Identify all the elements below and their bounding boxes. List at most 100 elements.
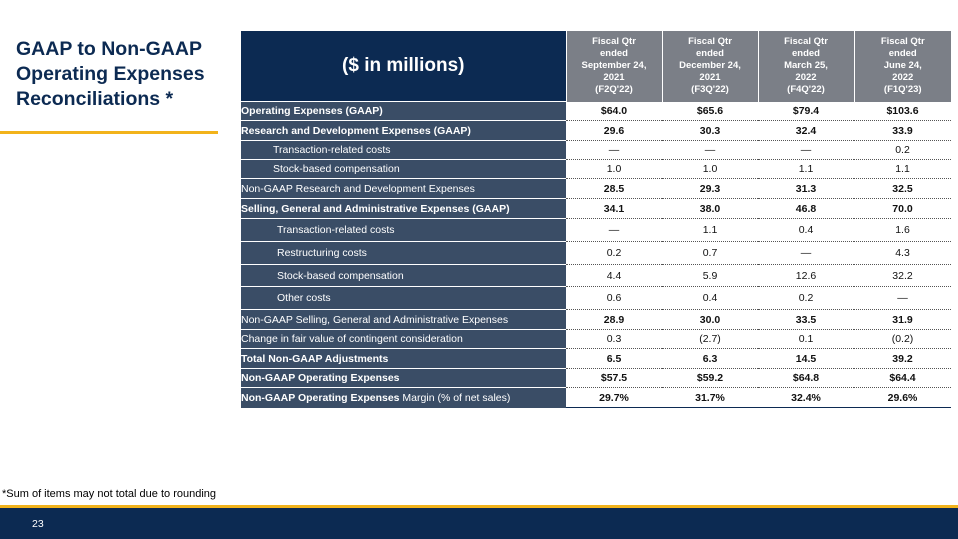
row-label: Stock-based compensation xyxy=(241,264,566,287)
units-label: ($ in millions) xyxy=(241,31,566,102)
cell-value: 33.5 xyxy=(758,309,854,330)
cell-value: 70.0 xyxy=(854,198,951,219)
table-row: Selling, General and Administrative Expe… xyxy=(241,198,951,219)
cell-value: 6.3 xyxy=(662,348,758,369)
cell-value: 1.6 xyxy=(854,218,951,242)
cell-value: 32.4% xyxy=(758,387,854,408)
slide-title: GAAP to Non-GAAP Operating Expenses Reco… xyxy=(16,38,205,110)
cell-value: $103.6 xyxy=(854,101,951,121)
table-row: Other costs 0.6 0.4 0.2 — xyxy=(241,286,951,310)
footer-bar: 23 xyxy=(0,508,958,539)
cell-value: 6.5 xyxy=(566,348,662,369)
cell-value: 28.5 xyxy=(566,178,662,199)
row-label: Non-GAAP Research and Development Expens… xyxy=(241,178,566,199)
table-row: Transaction-related costs — 1.1 0.4 1.6 xyxy=(241,218,951,242)
cell-value: 46.8 xyxy=(758,198,854,219)
cell-value: $57.5 xyxy=(566,368,662,388)
cell-value: 0.4 xyxy=(758,218,854,242)
table-row: Non-GAAP Operating Expenses Margin (% of… xyxy=(241,387,951,408)
row-label: Other costs xyxy=(241,286,566,310)
cell-value: 0.3 xyxy=(566,329,662,349)
cell-value: 33.9 xyxy=(854,120,951,141)
cell-value: 32.4 xyxy=(758,120,854,141)
table-header-row: ($ in millions) Fiscal Qtr ended September… xyxy=(241,31,951,102)
cell-value: 31.7% xyxy=(662,387,758,408)
cell-value: 32.5 xyxy=(854,178,951,199)
cell-value: 0.1 xyxy=(758,329,854,349)
cell-value: $65.6 xyxy=(662,101,758,121)
cell-value: — xyxy=(566,140,662,160)
cell-value: $64.8 xyxy=(758,368,854,388)
cell-value: — xyxy=(758,241,854,265)
cell-value: 31.9 xyxy=(854,309,951,330)
cell-value: $64.4 xyxy=(854,368,951,388)
cell-value: 28.9 xyxy=(566,309,662,330)
table-row: Restructuring costs 0.2 0.7 — 4.3 xyxy=(241,241,951,265)
cell-value: — xyxy=(758,140,854,160)
cell-value: 0.2 xyxy=(566,241,662,265)
cell-value: 30.3 xyxy=(662,120,758,141)
cell-value: 29.6 xyxy=(566,120,662,141)
cell-value: — xyxy=(662,140,758,160)
page-number: 23 xyxy=(32,518,44,530)
cell-value: (0.2) xyxy=(854,329,951,349)
row-label: Non-GAAP Operating Expenses Margin (% of… xyxy=(241,387,566,408)
column-header-f2q22: Fiscal Qtr ended September 24, 2021 (F2Q'22) xyxy=(565,31,662,102)
cell-value: 29.3 xyxy=(662,178,758,199)
cell-value: 1.0 xyxy=(566,159,662,179)
row-label: Total Non-GAAP Adjustments xyxy=(241,348,566,369)
cell-value: — xyxy=(566,218,662,242)
cell-value: 34.1 xyxy=(566,198,662,219)
row-label: Operating Expenses (GAAP) xyxy=(241,101,566,121)
cell-value: 1.1 xyxy=(662,218,758,242)
title-underline xyxy=(0,131,218,134)
cell-value: 0.4 xyxy=(662,286,758,310)
cell-value: $64.0 xyxy=(566,101,662,121)
table-row: Stock-based compensation 4.4 5.9 12.6 32… xyxy=(241,264,951,287)
table-row: Non-GAAP Operating Expenses $57.5 $59.2 … xyxy=(241,368,951,388)
cell-value: 1.1 xyxy=(854,159,951,179)
row-label: Transaction-related costs xyxy=(241,218,566,242)
table-row: Stock-based compensation 1.0 1.0 1.1 1.1 xyxy=(241,159,951,179)
row-label-bold: Non-GAAP Operating Expenses xyxy=(241,391,400,404)
row-label: Selling, General and Administrative Expe… xyxy=(241,198,566,219)
row-label: Non-GAAP Operating Expenses xyxy=(241,368,566,388)
column-header-f3q22: Fiscal Qtr ended December 24, 2021 (F3Q'22) xyxy=(661,31,758,102)
row-label: Restructuring costs xyxy=(241,241,566,265)
row-label: Research and Development Expenses (GAAP) xyxy=(241,120,566,141)
footnote: *Sum of items may not total due to round… xyxy=(2,488,217,500)
cell-value: 38.0 xyxy=(662,198,758,219)
row-label: Stock-based compensation xyxy=(241,159,566,179)
cell-value: 4.3 xyxy=(854,241,951,265)
table-row: Operating Expenses (GAAP) $64.0 $65.6 $7… xyxy=(241,101,951,121)
row-label: Change in fair value of contingent consi… xyxy=(241,329,566,349)
cell-value: 29.7% xyxy=(566,387,662,408)
cell-value: 29.6% xyxy=(854,387,951,408)
table-row: Research and Development Expenses (GAAP)… xyxy=(241,120,951,141)
cell-value: 0.2 xyxy=(758,286,854,310)
table-row: Transaction-related costs — — — 0.2 xyxy=(241,140,951,160)
table-row: Total Non-GAAP Adjustments 6.5 6.3 14.5 … xyxy=(241,348,951,369)
cell-value: 14.5 xyxy=(758,348,854,369)
reconciliation-table: ($ in millions) Fiscal Qtr ended September… xyxy=(241,31,951,408)
cell-value: $59.2 xyxy=(662,368,758,388)
cell-value: 4.4 xyxy=(566,264,662,287)
row-label-suffix: Margin (% of net sales) xyxy=(399,391,511,404)
cell-value: 0.2 xyxy=(854,140,951,160)
cell-value: 31.3 xyxy=(758,178,854,199)
table-row: Change in fair value of contingent consi… xyxy=(241,329,951,349)
row-label: Transaction-related costs xyxy=(241,140,566,160)
row-label: Non-GAAP Selling, General and Administra… xyxy=(241,309,566,330)
table-row: Non-GAAP Research and Development Expens… xyxy=(241,178,951,199)
cell-value: (2.7) xyxy=(662,329,758,349)
cell-value: 12.6 xyxy=(758,264,854,287)
cell-value: 1.0 xyxy=(662,159,758,179)
cell-value: 1.1 xyxy=(758,159,854,179)
cell-value: $79.4 xyxy=(758,101,854,121)
table-row: Non-GAAP Selling, General and Administra… xyxy=(241,309,951,330)
cell-value: 5.9 xyxy=(662,264,758,287)
cell-value: 32.2 xyxy=(854,264,951,287)
column-header-f4q22: Fiscal Qtr ended March 25, 2022 (F4Q'22) xyxy=(757,31,854,102)
column-header-f1q23: Fiscal Qtr ended June 24, 2022 (F1Q'23) xyxy=(853,31,951,102)
footer-accent-line xyxy=(0,505,958,508)
